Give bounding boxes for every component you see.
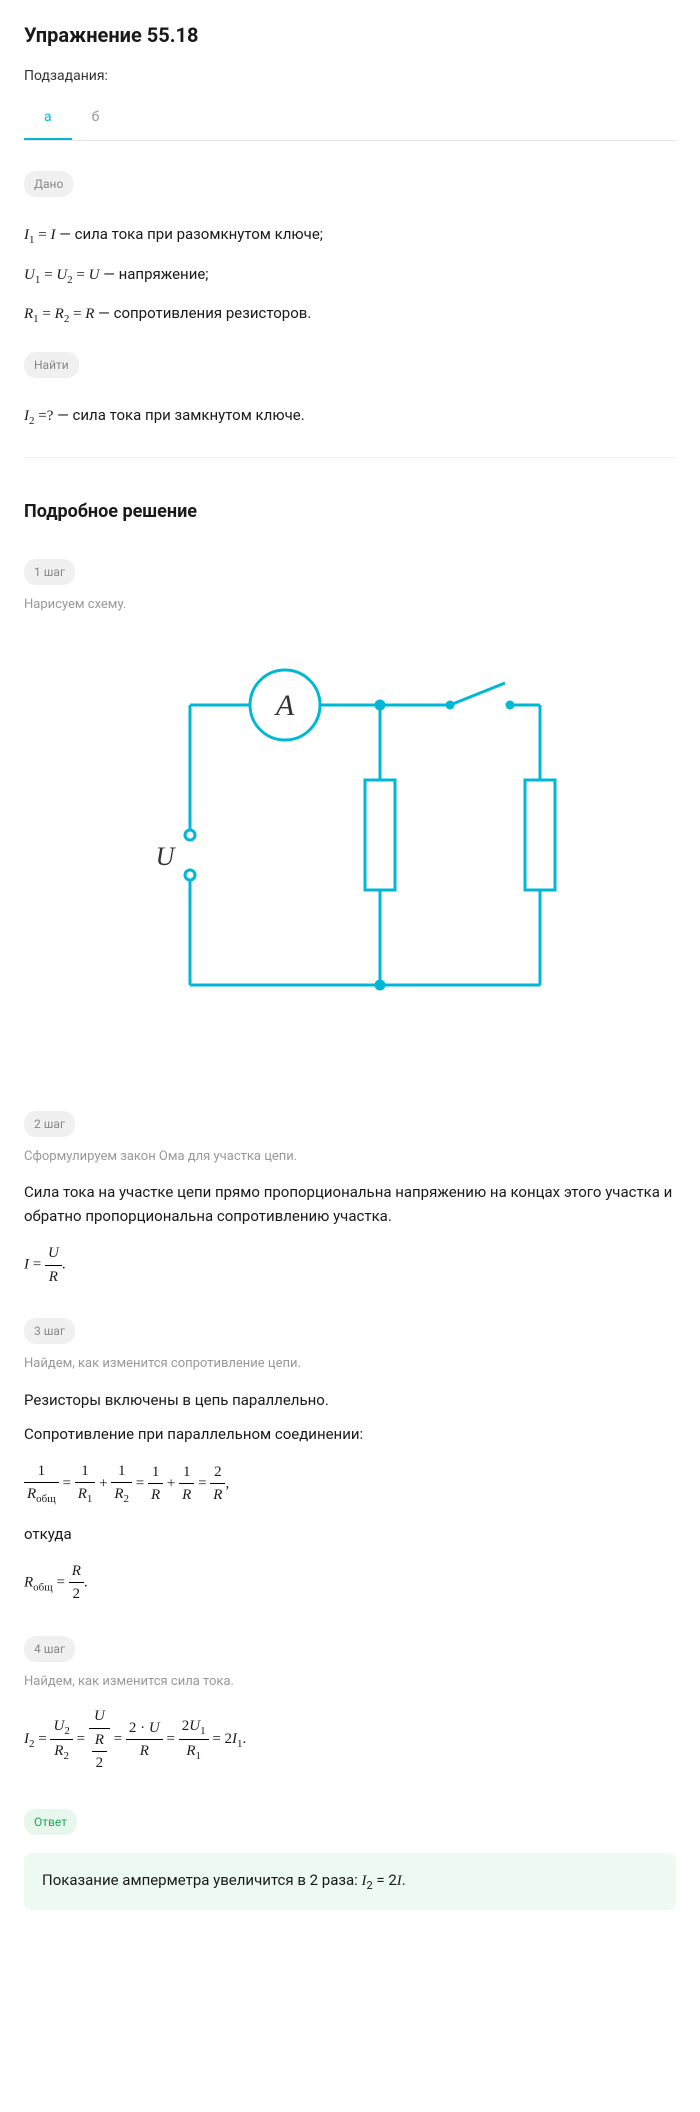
given-line-1: I1 = I — сила тока при разомкнутом ключе… [24, 223, 676, 249]
step-3-text3: откуда [24, 1522, 676, 1546]
final-formula: I2 = U2R2 = UR2 = 2 · UR = 2U1R1 = 2I1. [24, 1705, 676, 1775]
step-4-badge: 4 шаг [24, 1636, 75, 1662]
step-1-caption: Нарисуем схему. [24, 595, 676, 615]
voltage-label: U [156, 842, 177, 871]
subtasks-label: Подзадания: [24, 66, 676, 87]
step-3-text2: Сопротивление при параллельном соединени… [24, 1422, 676, 1446]
tab-b[interactable]: б [72, 97, 120, 140]
parallel-formula: 1Rобщ = 1R1 + 1R2 = 1R + 1R = 2R, [24, 1460, 676, 1508]
find-badge: Найти [24, 352, 79, 378]
exercise-title: Упражнение 55.18 [24, 20, 676, 50]
ohm-formula: I = UR. [24, 1242, 676, 1288]
step-2-text: Сила тока на участке цепи прямо пропорци… [24, 1180, 676, 1228]
step-4-caption: Найдем, как изменится сила тока. [24, 1672, 676, 1692]
tab-a[interactable]: а [24, 97, 72, 140]
ammeter-label: A [274, 689, 295, 722]
solution-title: Подробное решение [24, 498, 676, 525]
answer-badge: Ответ [24, 1809, 77, 1835]
step-1-badge: 1 шаг [24, 559, 75, 585]
separator [24, 457, 676, 458]
given-line-3: R1 = R2 = R — сопротивления резисторов. [24, 302, 676, 328]
r-total-formula: Rобщ = R2. [24, 1560, 676, 1606]
step-3-text1: Резисторы включены в цепь параллельно. [24, 1388, 676, 1412]
step-3-caption: Найдем, как изменится сопротивление цепи… [24, 1354, 676, 1374]
given-line-2: U1 = U2 = U — напряжение; [24, 263, 676, 289]
step-2-caption: Сформулируем закон Ома для участка цепи. [24, 1147, 676, 1167]
find-line: I2 =? — сила тока при замкнутом ключе. [24, 404, 676, 430]
answer-text: Показание амперметра увеличится в 2 раза… [42, 1871, 361, 1889]
step-3-badge: 3 шаг [24, 1318, 75, 1344]
tabs-container: а б [24, 97, 676, 141]
circuit-diagram: A U [24, 655, 676, 1035]
answer-box: Показание амперметра увеличится в 2 раза… [24, 1853, 676, 1911]
step-2-badge: 2 шаг [24, 1111, 75, 1137]
given-badge: Дано [24, 171, 73, 197]
